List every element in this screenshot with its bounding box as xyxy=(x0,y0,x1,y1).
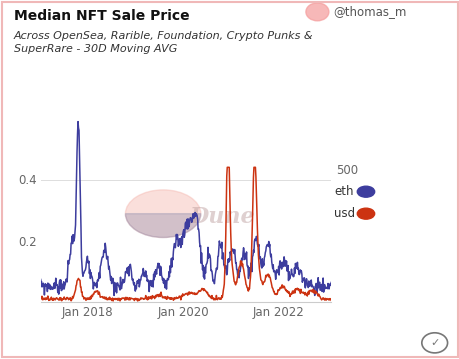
Text: Median NFT Sale Price: Median NFT Sale Price xyxy=(14,9,189,23)
Circle shape xyxy=(357,186,374,197)
Text: ✓: ✓ xyxy=(429,338,438,348)
Text: eth: eth xyxy=(333,185,353,198)
Text: @thomas_m: @thomas_m xyxy=(333,5,406,18)
Text: Dune: Dune xyxy=(189,206,254,228)
Text: Across OpenSea, Rarible, Foundation, Crypto Punks &
SuperRare - 30D Moving AVG: Across OpenSea, Rarible, Foundation, Cry… xyxy=(14,31,313,54)
Text: usd: usd xyxy=(333,207,354,220)
Wedge shape xyxy=(125,214,200,238)
Circle shape xyxy=(125,190,200,238)
Circle shape xyxy=(357,208,374,219)
